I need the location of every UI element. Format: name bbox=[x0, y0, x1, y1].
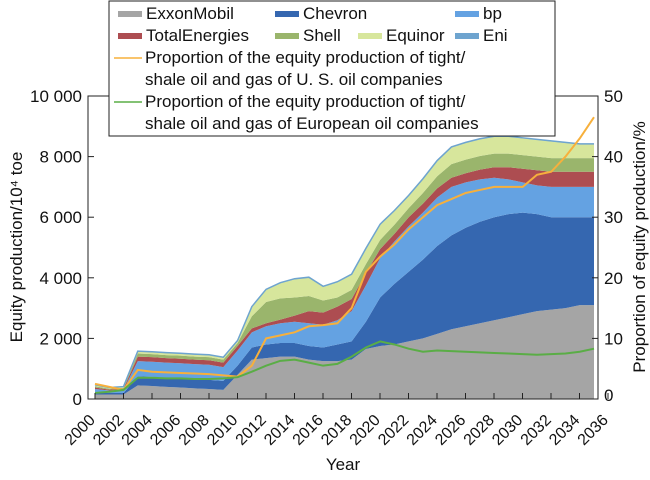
x-tick-label: 2016 bbox=[290, 412, 327, 449]
x-tick-label: 2008 bbox=[176, 412, 213, 449]
y-tick-label: 2 000 bbox=[39, 329, 82, 348]
y2-tick-label: 30 bbox=[604, 208, 623, 227]
legend-label: TotalEnergies bbox=[146, 26, 249, 45]
y-tick-label: 4 000 bbox=[39, 269, 82, 288]
legend-label: ExxonMobil bbox=[146, 4, 234, 23]
y-tick-label: 8 000 bbox=[39, 148, 82, 167]
y-tick-label: 6 000 bbox=[39, 208, 82, 227]
legend: ExxonMobil Chevron bp TotalEnergies Shell Equ… bbox=[108, 0, 556, 137]
x-tick-label: 2026 bbox=[432, 412, 469, 449]
legend-swatch-totalenergies bbox=[118, 33, 142, 39]
y2-tick-label: 50 bbox=[604, 87, 623, 106]
legend-swatch-chevron bbox=[275, 11, 299, 17]
x-axis-label: Year bbox=[326, 455, 361, 474]
area-exxonmobil bbox=[95, 305, 594, 399]
legend-box bbox=[108, 0, 556, 137]
line-layer bbox=[94, 116, 595, 394]
y-tick-label: 10 000 bbox=[30, 87, 82, 106]
legend-label: Proportion of the equity production of t… bbox=[145, 48, 466, 67]
y2-tick-label: 10 bbox=[604, 329, 623, 348]
x-tick-label: 2018 bbox=[318, 412, 355, 449]
x-tick-label: 2006 bbox=[147, 412, 184, 449]
y2-tick-label: 20 bbox=[604, 269, 623, 288]
legend-label: Eni bbox=[483, 26, 508, 45]
legend-label: shale oil and gas of U. S. oil companies bbox=[145, 70, 443, 89]
x-tick-label: 2024 bbox=[404, 412, 441, 449]
x-tick-label: 2002 bbox=[90, 412, 127, 449]
x-tick-label: 2032 bbox=[518, 412, 555, 449]
x-tick-label: 2020 bbox=[347, 412, 384, 449]
legend-swatch-shell bbox=[275, 33, 299, 39]
legend-label: Equinor bbox=[386, 26, 445, 45]
x-tick-label: 2000 bbox=[62, 412, 99, 449]
y2-tick-label: 0 bbox=[604, 386, 613, 405]
legend-swatch-equinor bbox=[358, 33, 382, 39]
x-tick-label: 2004 bbox=[119, 412, 156, 449]
line-europe-proportion bbox=[94, 340, 595, 394]
area-chevron bbox=[95, 212, 594, 395]
y2-tick-label: 40 bbox=[604, 148, 623, 167]
x-tick-label: 2010 bbox=[204, 412, 241, 449]
legend-label: Proportion of the equity production of t… bbox=[145, 92, 466, 111]
y-tick-label: 0 bbox=[73, 390, 82, 409]
legend-label: shale oil and gas of European oil compan… bbox=[145, 114, 479, 133]
area-top-outline bbox=[94, 135, 594, 389]
x-tick-label: 2030 bbox=[489, 412, 526, 449]
x-tick-label: 2014 bbox=[261, 412, 298, 449]
x-tick-label: 2034 bbox=[546, 412, 583, 449]
legend-label: Shell bbox=[303, 26, 341, 45]
legend-swatch-bp bbox=[455, 11, 479, 17]
legend-label: bp bbox=[483, 4, 502, 23]
y2-axis-label: Proportion of equity production/% bbox=[630, 121, 649, 372]
y-axis-label: Equity production/10⁴ toe bbox=[7, 152, 26, 343]
line-us-proportion bbox=[94, 116, 595, 392]
legend-label: Chevron bbox=[303, 4, 367, 23]
x-tick-label: 2028 bbox=[461, 412, 498, 449]
x-tick-label: 2036 bbox=[575, 412, 612, 449]
x-tick-label: 2022 bbox=[375, 412, 412, 449]
legend-swatch-exxonmobil bbox=[118, 11, 142, 17]
x-tick-label: 2012 bbox=[233, 412, 270, 449]
legend-swatch-eni bbox=[455, 33, 479, 39]
